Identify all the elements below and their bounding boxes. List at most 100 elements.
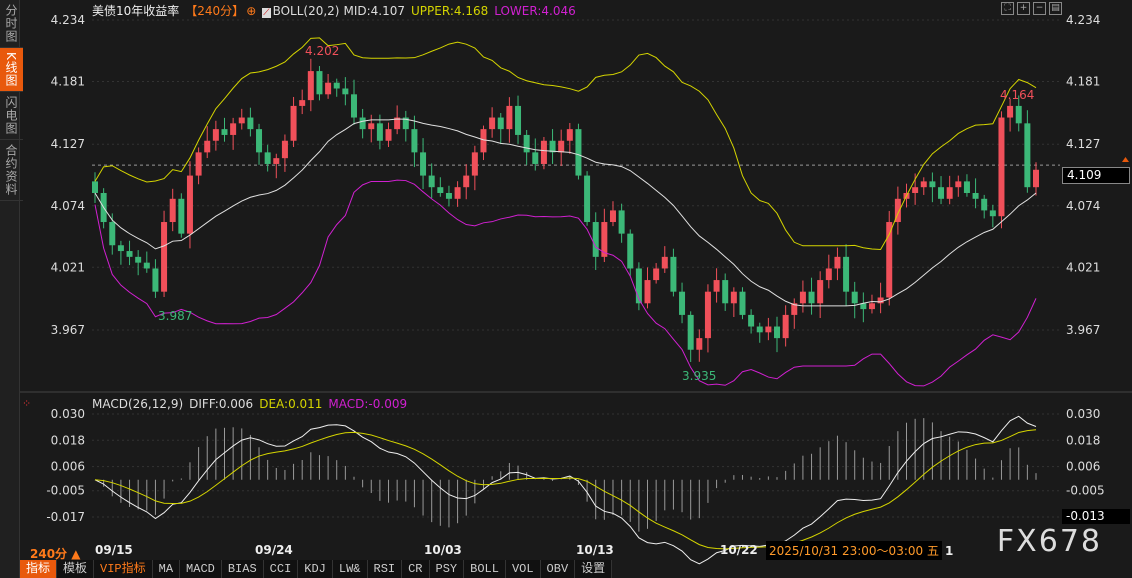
macd-diff-line xyxy=(94,415,1037,565)
date-label: 10/13 xyxy=(576,543,614,557)
indicator-icon[interactable]: ⟋ xyxy=(262,8,271,18)
candle-body xyxy=(912,187,919,193)
fullscreen-icon[interactable]: ⛶ xyxy=(1001,2,1014,15)
period-selector[interactable]: 240分 ▲ xyxy=(30,547,81,561)
candle-body xyxy=(230,123,237,135)
tab-5[interactable]: BIAS xyxy=(222,560,264,578)
candle-body xyxy=(799,291,806,304)
candle-body xyxy=(704,291,711,339)
tab-15[interactable]: 设置 xyxy=(575,560,613,578)
candle-body xyxy=(515,105,522,135)
sidebar-item-kline[interactable]: K线图 xyxy=(0,48,23,92)
candle-body xyxy=(756,326,763,333)
candle-body xyxy=(584,175,591,223)
candle-body xyxy=(376,123,383,141)
tab-14[interactable]: OBV xyxy=(541,560,576,578)
high-annotation: 4.164 xyxy=(1000,88,1034,102)
macd-dea-line xyxy=(94,429,1037,550)
tab-13[interactable]: VOL xyxy=(506,560,541,578)
macd-label: MACD(26,12,9) xyxy=(92,397,184,411)
candle-body xyxy=(143,262,150,269)
candle-body xyxy=(860,303,867,310)
instrument-title: 美债10年收益率 xyxy=(92,4,180,18)
candle-body xyxy=(843,256,850,292)
tab-1[interactable]: 模板 xyxy=(57,560,95,578)
macd-value: MACD:-0.009 xyxy=(328,397,408,411)
zoom-in-icon[interactable]: + xyxy=(1017,2,1030,15)
candle-body xyxy=(808,291,815,304)
current-macd-label: -0.013 xyxy=(1062,509,1130,524)
crosshair-date-row: 2025/10/31 23:00～03:00 五 1 xyxy=(766,541,953,560)
candle-body xyxy=(480,129,487,153)
boll-lower: LOWER:4.046 xyxy=(494,4,576,18)
crosshair-icon[interactable]: ⊕ xyxy=(246,4,257,18)
tab-7[interactable]: KDJ xyxy=(298,560,333,578)
macd-tick: 0.030 xyxy=(1066,407,1100,421)
candle-body xyxy=(169,198,176,223)
candle-body xyxy=(687,314,694,350)
candle-body xyxy=(644,280,651,304)
date-label: 10/22 xyxy=(720,543,758,557)
candle-body xyxy=(696,338,703,350)
candle-body xyxy=(359,117,366,130)
candle-body xyxy=(264,152,271,164)
candle-body xyxy=(454,187,461,199)
macd-header: MACD(26,12,9) DIFF:0.006 DEA:0.011 MACD:-0.… xyxy=(92,397,413,411)
candle-body xyxy=(851,291,858,304)
sidebar-item-flash[interactable]: 闪电图 xyxy=(0,92,23,140)
candle-body xyxy=(420,152,427,176)
candle-body xyxy=(92,181,98,193)
candle-body xyxy=(635,268,642,304)
candle-body xyxy=(325,82,332,95)
candle-body xyxy=(290,105,297,141)
tab-8[interactable]: LW& xyxy=(333,560,368,578)
settings-icon[interactable]: ▤ xyxy=(1049,2,1062,15)
candle-body xyxy=(333,82,340,89)
candle-body xyxy=(575,129,582,176)
candle-body xyxy=(368,123,375,130)
zoom-out-icon[interactable]: − xyxy=(1033,2,1046,15)
tab-9[interactable]: RSI xyxy=(368,560,403,578)
candle-body xyxy=(972,192,979,199)
price-tick-left: 4.234 xyxy=(51,13,85,27)
candle-body xyxy=(679,291,686,315)
candle-body xyxy=(566,129,573,141)
candle-body xyxy=(1033,169,1039,188)
candle-body xyxy=(221,129,228,135)
tab-3[interactable]: MA xyxy=(153,560,181,578)
tab-0[interactable]: 指标 xyxy=(20,560,58,578)
tab-10[interactable]: CR xyxy=(402,560,430,578)
candle-body xyxy=(722,280,729,304)
sidebar-item-contract-info[interactable]: 合约资料 xyxy=(0,140,23,201)
tooltip-text: 2025/10/31 23:00～03:00 五 xyxy=(769,544,939,558)
tab-2[interactable]: VIP指标 xyxy=(94,560,153,578)
candle-body xyxy=(523,134,530,153)
candle-body xyxy=(670,256,677,292)
candle-body xyxy=(307,71,314,101)
fx678-logo: FX678 xyxy=(996,524,1102,559)
price-tick: 4.234 xyxy=(1066,13,1100,27)
price-tick: 4.181 xyxy=(1066,75,1100,89)
tab-11[interactable]: PSY xyxy=(430,560,465,578)
candle-body xyxy=(135,256,142,263)
tab-6[interactable]: CCI xyxy=(264,560,299,578)
tab-12[interactable]: BOLL xyxy=(464,560,506,578)
boll-lower-line xyxy=(94,179,1037,387)
tab-4[interactable]: MACD xyxy=(180,560,222,578)
candle-body xyxy=(126,251,133,257)
candle-body xyxy=(204,140,211,153)
candle-body xyxy=(212,129,219,141)
macd-tick-left: -0.017 xyxy=(46,510,85,524)
candle-body xyxy=(273,158,280,164)
price-tick-left: 4.074 xyxy=(51,199,85,213)
sidebar-item-timeshare[interactable]: 分时图 xyxy=(0,0,23,48)
chart-header: 美债10年收益率 【240分】 ⊕ ⟋ BOLL(20,2) MID:4.107 UPPER… xyxy=(92,2,582,19)
candle-body xyxy=(445,192,452,199)
candle-body xyxy=(774,326,781,339)
price-tick-left: 3.967 xyxy=(51,323,85,337)
macd-tick: 0.018 xyxy=(1066,433,1100,447)
macd-tick: 0.006 xyxy=(1066,460,1100,474)
candle-body xyxy=(946,187,953,199)
macd-settings-icon[interactable]: ⁘ xyxy=(22,397,32,410)
